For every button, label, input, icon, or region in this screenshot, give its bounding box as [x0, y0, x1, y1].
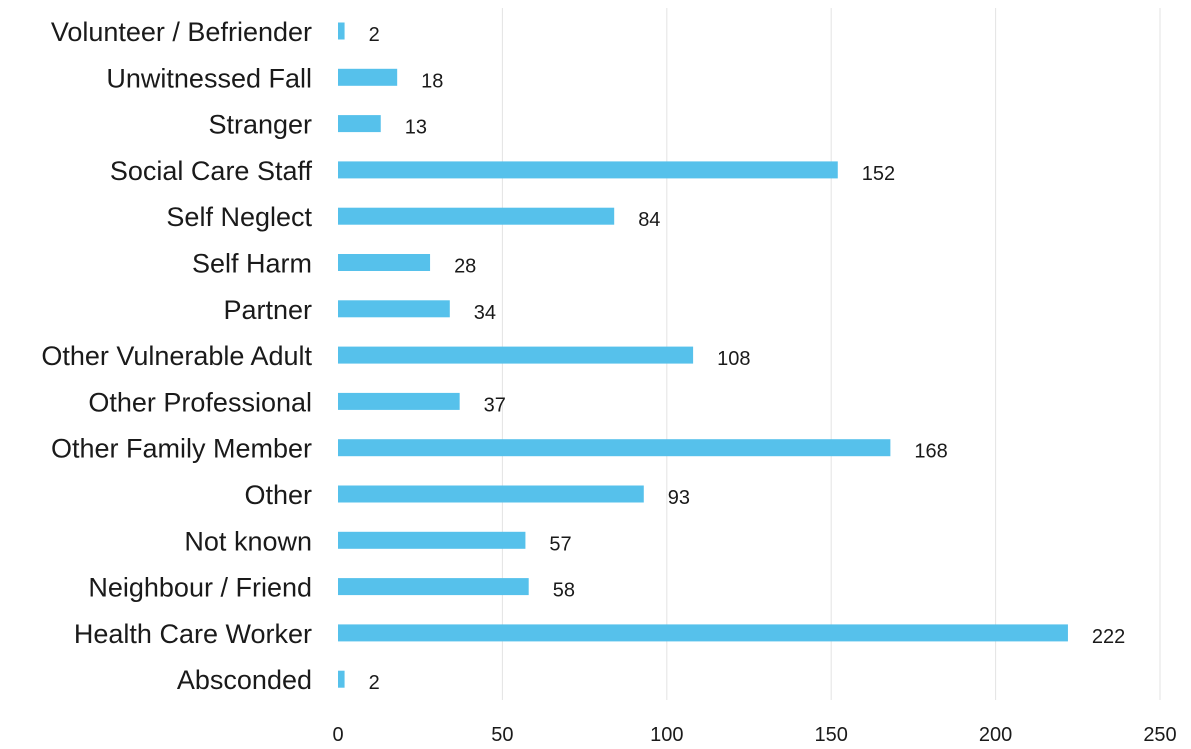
data-label: 2 [369, 672, 380, 694]
bar [338, 578, 529, 596]
bar [338, 346, 694, 364]
data-label: 2 [369, 24, 380, 46]
bar [338, 531, 526, 549]
data-label: 28 [454, 256, 476, 278]
category-label: Other Professional [88, 387, 312, 417]
data-label: 108 [717, 348, 750, 370]
data-label: 58 [553, 580, 575, 602]
data-label: 222 [1092, 626, 1125, 648]
bar [338, 22, 345, 40]
x-tick-label: 250 [1143, 724, 1176, 746]
bar [338, 392, 460, 410]
category-label: Other Family Member [51, 434, 312, 464]
data-label: 168 [914, 441, 947, 463]
category-label: Self Harm [192, 249, 312, 279]
category-label: Neighbour / Friend [88, 573, 312, 603]
category-label: Social Care Staff [110, 156, 313, 186]
bar [338, 300, 450, 318]
category-label: Other Vulnerable Adult [41, 341, 312, 371]
x-tick-label: 150 [815, 724, 848, 746]
bar [338, 207, 615, 225]
bars [338, 22, 1068, 688]
category-label: Not known [184, 526, 312, 556]
category-label: Other [244, 480, 312, 510]
x-tick-label: 200 [979, 724, 1012, 746]
data-label: 152 [862, 163, 895, 185]
bar [338, 254, 431, 271]
data-label: 93 [668, 487, 690, 509]
bar [338, 624, 1068, 642]
category-label: Volunteer / Befriender [51, 17, 312, 47]
bar [338, 485, 644, 503]
category-label: Unwitnessed Fall [106, 63, 312, 93]
category-label: Absconded [177, 665, 312, 695]
category-label: Partner [223, 295, 312, 325]
category-label: Health Care Worker [74, 619, 312, 649]
data-label: 34 [474, 302, 496, 324]
category-label: Self Neglect [166, 202, 312, 232]
data-label: 84 [638, 209, 660, 231]
data-label: 13 [405, 117, 427, 139]
category-label: Stranger [208, 110, 312, 140]
labels: 0 50 100 150 200 250 Volunteer / Befriender 2 Un… [41, 17, 1176, 746]
x-tick-label: 50 [491, 724, 513, 746]
data-label: 18 [421, 70, 443, 92]
x-tick-label: 0 [332, 724, 343, 746]
data-label: 57 [549, 533, 571, 555]
bar [338, 439, 891, 457]
data-label: 37 [484, 394, 506, 416]
bar [338, 68, 398, 86]
bar [338, 161, 838, 179]
x-tick-label: 100 [650, 724, 683, 746]
bar [338, 115, 381, 133]
bar [338, 670, 345, 688]
